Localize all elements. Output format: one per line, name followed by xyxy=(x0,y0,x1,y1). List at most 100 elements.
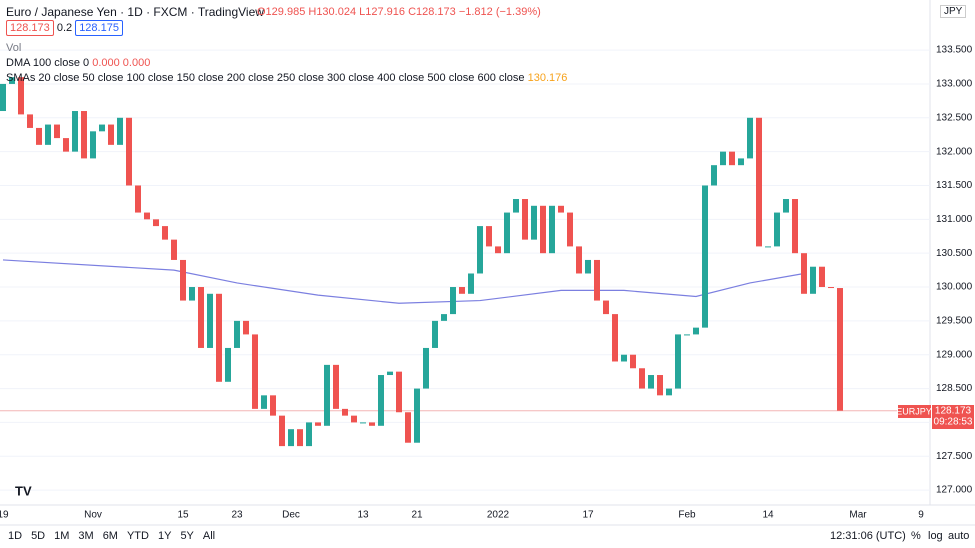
y-tick-label: 132.500 xyxy=(936,112,973,123)
x-tick-label: 2022 xyxy=(487,510,510,521)
range-button[interactable]: 1M xyxy=(54,530,70,542)
candle-body xyxy=(261,395,267,409)
candle-body xyxy=(819,266,825,288)
last-price: 128.173 xyxy=(935,406,972,417)
candle-body xyxy=(18,77,24,115)
sell-button[interactable]: 128.173 xyxy=(6,20,54,36)
candle-body xyxy=(315,422,321,426)
range-button[interactable]: 5D xyxy=(31,530,46,542)
candle-body xyxy=(153,219,159,227)
x-tick-label: Dec xyxy=(282,510,300,521)
dma-label: DMA 100 close 0 xyxy=(6,57,90,69)
candle-body xyxy=(90,131,96,159)
candle-body xyxy=(540,205,546,254)
candle-body xyxy=(693,327,699,335)
candle-body xyxy=(216,293,222,382)
y-tick-label: 129.000 xyxy=(936,349,973,360)
candle-body xyxy=(738,158,744,166)
candle-body xyxy=(126,117,132,186)
symbol-tag xyxy=(898,405,931,418)
candle-body xyxy=(306,422,312,447)
range-button[interactable]: 1D xyxy=(8,530,23,542)
candle-body xyxy=(45,124,51,145)
candle-body xyxy=(63,138,69,152)
x-tick-label: Feb xyxy=(678,510,696,521)
candle-body xyxy=(783,199,789,213)
candle-body xyxy=(36,127,42,145)
candle-body xyxy=(99,124,105,132)
range-button[interactable]: 6M xyxy=(102,530,118,542)
logo: TV xyxy=(15,483,32,498)
candle-body xyxy=(225,347,231,382)
log[interactable]: log xyxy=(928,530,943,542)
range-button[interactable]: All xyxy=(202,530,216,542)
candle-body xyxy=(837,288,843,411)
candle-body xyxy=(729,151,735,166)
candle-body xyxy=(81,111,87,159)
range-button[interactable]: 5Y xyxy=(180,530,194,542)
candle-body xyxy=(288,429,294,447)
candle-body xyxy=(549,205,555,254)
x-tick-label: 9 xyxy=(918,510,924,521)
y-tick-label: 131.000 xyxy=(936,214,973,225)
candle-body xyxy=(252,334,258,409)
symbol-label: EURJPY xyxy=(896,406,932,416)
candle-body xyxy=(684,334,690,336)
x-tick-label: Nov xyxy=(84,510,102,521)
candle-body xyxy=(648,375,654,389)
candle-body xyxy=(207,293,213,348)
candle-body xyxy=(414,388,420,443)
y-tick-label: 133.000 xyxy=(936,79,973,90)
currency[interactable]: JPY xyxy=(940,5,967,18)
candle-body xyxy=(792,199,798,254)
candle-body xyxy=(333,364,339,409)
candle-body xyxy=(810,266,816,294)
candle-body xyxy=(531,205,537,240)
vol: Vol xyxy=(6,42,22,54)
candle-body xyxy=(378,375,384,426)
x-tick-label: 21 xyxy=(411,510,423,521)
sma-label: SMAs 20 close 50 close 100 close 150 clo… xyxy=(6,72,525,84)
candle-body xyxy=(468,273,474,294)
y-tick-label: 130.000 xyxy=(936,282,973,293)
candle-body xyxy=(180,259,186,301)
candle-body xyxy=(630,354,636,369)
candle-body xyxy=(558,205,564,213)
candle-body xyxy=(108,124,114,145)
clock: 12:31:06 (UTC) xyxy=(830,530,906,542)
candle-body xyxy=(666,388,672,396)
ma-line xyxy=(2,259,805,304)
candle-body xyxy=(459,287,465,294)
candle-body xyxy=(54,124,60,139)
candle-body xyxy=(396,371,402,413)
y-tick-label: 131.500 xyxy=(936,180,973,191)
candle-body xyxy=(9,77,15,84)
sma-value: 130.176 xyxy=(527,72,568,84)
candle-body xyxy=(279,415,285,447)
candle-body xyxy=(162,226,168,240)
candle-body xyxy=(423,347,429,389)
auto[interactable]: auto xyxy=(948,530,970,542)
candle-body xyxy=(801,253,807,294)
y-tick-label: 128.500 xyxy=(936,383,973,394)
candle-body xyxy=(270,395,276,416)
range-button[interactable]: YTD xyxy=(126,530,149,542)
candle-body xyxy=(387,371,393,376)
range-button[interactable]: 1Y xyxy=(157,530,172,542)
candle-body xyxy=(72,111,78,152)
candle-body xyxy=(522,199,528,240)
candle-body xyxy=(342,408,348,416)
x-tick-label: Mar xyxy=(849,510,867,521)
candle-body xyxy=(711,165,717,186)
percent[interactable]: % xyxy=(911,530,921,542)
y-tick-label: 132.000 xyxy=(936,146,973,157)
candle-body xyxy=(432,320,438,348)
candle-body xyxy=(720,151,726,166)
x-tick-label: 17 xyxy=(582,510,594,521)
candle-body xyxy=(747,117,753,159)
candle-body xyxy=(189,287,195,301)
buy-button[interactable]: 128.175 xyxy=(75,20,123,36)
candle-body xyxy=(486,226,492,247)
range-button[interactable]: 3M xyxy=(78,530,94,542)
